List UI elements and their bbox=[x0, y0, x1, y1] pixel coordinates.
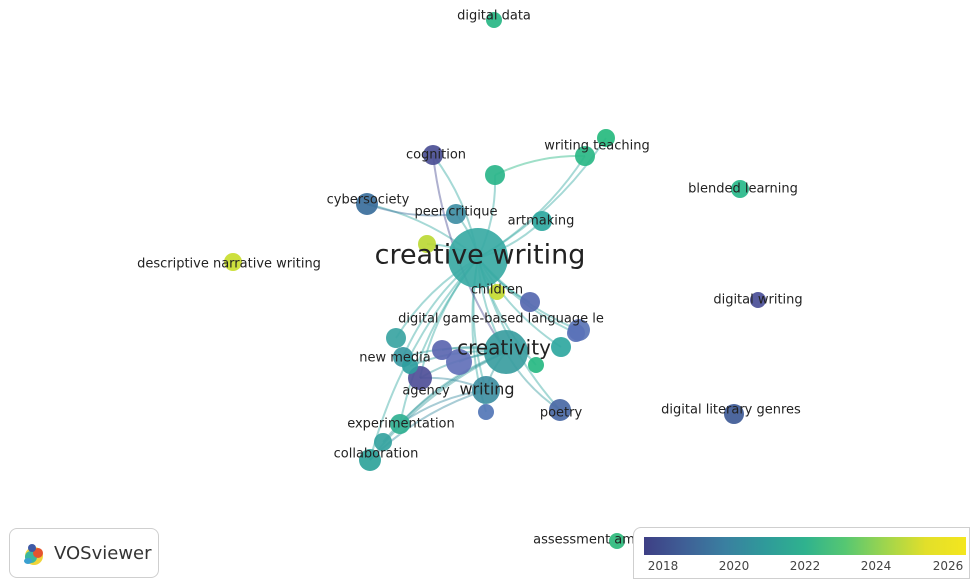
label-cognition: cognition bbox=[406, 148, 466, 163]
label-creativity: creativity bbox=[457, 336, 551, 360]
node-n-green-1[interactable] bbox=[528, 357, 544, 373]
label-digital-writing: digital writing bbox=[713, 293, 802, 308]
legend-tick: 2024 bbox=[860, 559, 892, 573]
legend-tick: 2020 bbox=[718, 559, 750, 573]
label-artmaking: artmaking bbox=[508, 214, 575, 229]
legend-tick: 2018 bbox=[647, 559, 679, 573]
node-children[interactable] bbox=[489, 284, 505, 300]
node-digital-literary-genres[interactable] bbox=[724, 404, 744, 424]
node-collaboration[interactable] bbox=[359, 449, 381, 471]
label-digital-data: digital data bbox=[457, 9, 531, 24]
node-digital-writing[interactable] bbox=[750, 292, 766, 308]
labels-layer: creative writing creativity writing digital… bbox=[137, 9, 803, 548]
node-n-teal-3[interactable] bbox=[374, 433, 392, 451]
node-n-teal-2[interactable] bbox=[551, 337, 571, 357]
node-creative-writing[interactable] bbox=[448, 228, 508, 288]
label-poetry: poetry bbox=[540, 406, 583, 421]
label-children: children bbox=[471, 283, 523, 298]
node-writing-teaching[interactable] bbox=[575, 146, 595, 166]
node-descriptive-narrative-writing[interactable] bbox=[224, 253, 242, 271]
label-writing-teaching: writing teaching bbox=[544, 139, 649, 154]
label-digital-literary-genres: digital literary genres bbox=[661, 403, 801, 418]
label-descriptive-narrative-writing: descriptive narrative writing bbox=[137, 257, 321, 272]
node-poetry[interactable] bbox=[549, 399, 571, 421]
label-assessment: assessment amo bbox=[533, 533, 643, 548]
label-agency: agency bbox=[402, 384, 450, 399]
year-color-legend: 2018 2020 2022 2024 2026 bbox=[633, 527, 970, 579]
node-digital-data[interactable] bbox=[486, 12, 502, 28]
node-cybersociety[interactable] bbox=[356, 193, 378, 215]
nodes-layer bbox=[224, 12, 766, 549]
legend-ticks: 2018 2020 2022 2024 2026 bbox=[634, 559, 971, 577]
legend-gradient-bar bbox=[644, 537, 966, 555]
label-creative-writing: creative writing bbox=[375, 240, 586, 271]
label-writing: writing bbox=[459, 380, 514, 399]
node-n-teal-1[interactable] bbox=[386, 328, 406, 348]
legend-tick: 2026 bbox=[932, 559, 964, 573]
label-peer-critique: peer critique bbox=[414, 205, 497, 220]
node-n-lime-1[interactable] bbox=[418, 235, 436, 253]
node-n-green-top[interactable] bbox=[485, 165, 505, 185]
node-artmaking[interactable] bbox=[532, 211, 552, 231]
vosviewer-logo[interactable]: VOSviewer bbox=[9, 528, 159, 578]
node-n-purple-2[interactable] bbox=[567, 324, 585, 342]
label-digital-game-based-language-le: digital game-based language le bbox=[398, 312, 604, 327]
node-blended-learning[interactable] bbox=[731, 180, 749, 198]
vosviewer-logo-text: VOSviewer bbox=[54, 542, 152, 564]
label-blended-learning: blended learning bbox=[688, 182, 798, 197]
node-n-purple-3[interactable] bbox=[446, 349, 472, 375]
node-n-teal-4[interactable] bbox=[402, 358, 418, 374]
node-creativity[interactable] bbox=[484, 330, 528, 374]
node-n-blue-1[interactable] bbox=[478, 404, 494, 420]
label-new-media: new media bbox=[359, 351, 431, 366]
network-edge bbox=[494, 154, 586, 176]
node-peer-critique[interactable] bbox=[446, 204, 466, 224]
node-assessment[interactable] bbox=[609, 533, 625, 549]
legend-tick: 2022 bbox=[789, 559, 821, 573]
node-cognition[interactable] bbox=[423, 145, 443, 165]
label-collaboration: collaboration bbox=[334, 447, 419, 462]
node-n-green-top2[interactable] bbox=[597, 129, 615, 147]
node-n-purple-1[interactable] bbox=[520, 292, 540, 312]
node-experimentation[interactable] bbox=[390, 414, 410, 434]
node-writing[interactable] bbox=[472, 376, 500, 404]
node-n-purple-4[interactable] bbox=[432, 340, 452, 360]
vosviewer-logo-icon bbox=[24, 544, 43, 565]
label-cybersociety: cybersociety bbox=[327, 193, 410, 208]
label-experimentation: experimentation bbox=[347, 417, 455, 432]
